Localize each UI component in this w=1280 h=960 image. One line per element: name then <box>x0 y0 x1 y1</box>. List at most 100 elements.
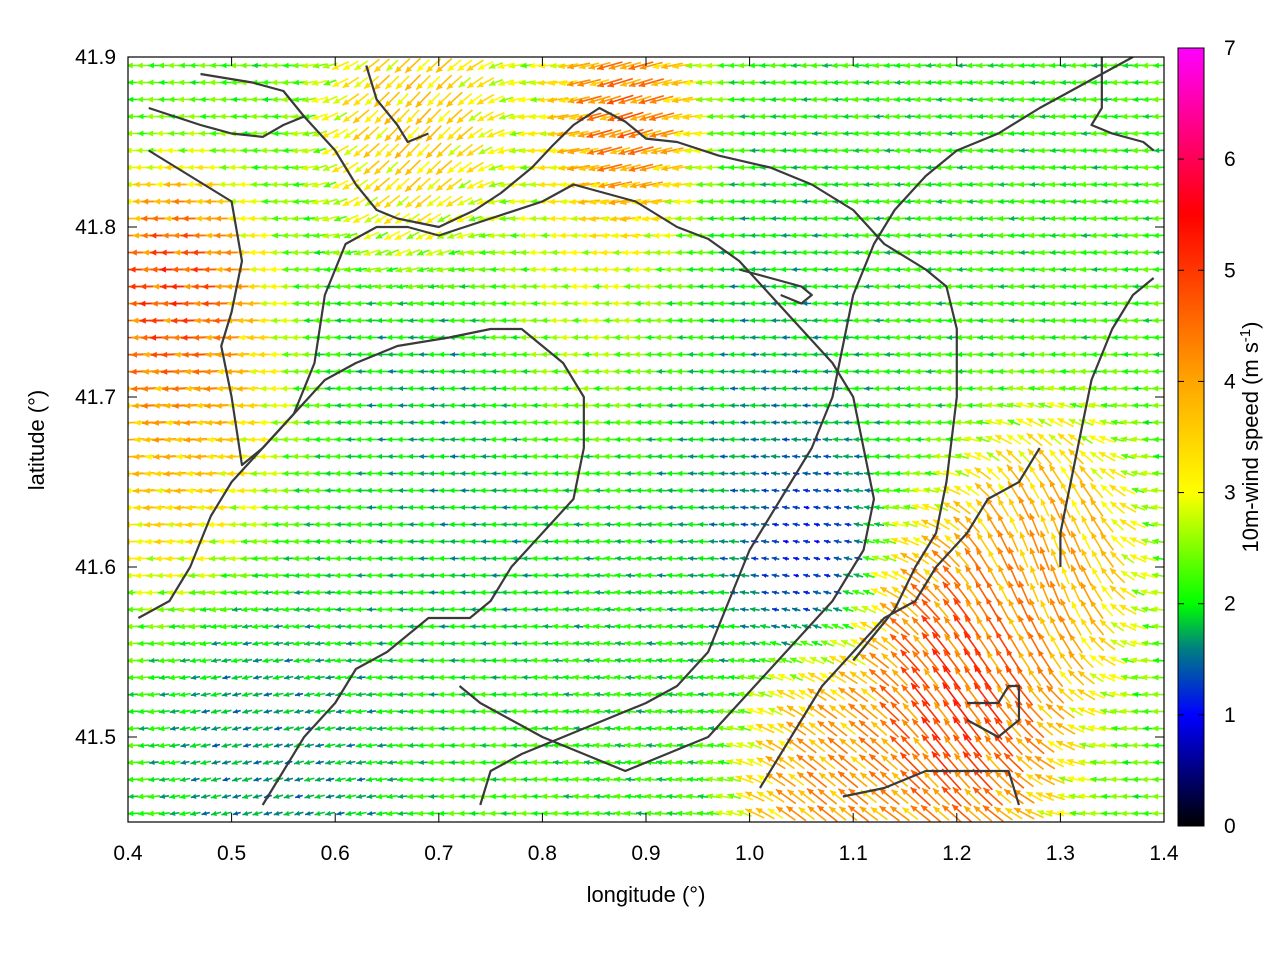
wind-arrow <box>780 368 792 375</box>
wind-arrow <box>200 623 212 630</box>
wind-arrow <box>365 742 378 749</box>
wind-arrow <box>831 232 845 239</box>
wind-arrow <box>272 538 285 545</box>
wind-arrow <box>1047 385 1064 392</box>
wind-arrow <box>262 640 274 647</box>
wind-arrow <box>427 810 440 817</box>
wind-arrow <box>1152 436 1164 443</box>
wind-arrow <box>344 572 357 579</box>
wind-arrow <box>873 130 885 137</box>
wind-arrow <box>397 385 408 392</box>
wind-arrow <box>624 742 637 749</box>
wind-arrow <box>863 96 875 103</box>
wind-arrow <box>1006 402 1021 409</box>
wind-arrow <box>510 487 523 494</box>
wind-arrow <box>387 453 398 460</box>
wind-arrow <box>1018 164 1030 171</box>
wind-arrow <box>901 719 919 738</box>
wind-arrow <box>760 607 770 613</box>
wind-arrow <box>613 504 627 511</box>
wind-arrow <box>967 96 978 103</box>
wind-arrow <box>870 806 888 821</box>
wind-arrow <box>562 810 575 817</box>
wind-arrow <box>1055 740 1076 751</box>
wind-arrow <box>718 334 729 341</box>
wind-arrow <box>879 618 900 635</box>
wind-arrow <box>665 555 678 562</box>
wind-arrow <box>1047 740 1064 751</box>
wind-arrow <box>407 623 418 630</box>
wind-arrow <box>729 471 739 477</box>
wind-arrow <box>1067 688 1084 701</box>
wind-arrow <box>1079 266 1093 273</box>
wind-arrow <box>510 504 523 511</box>
wind-arrow <box>759 215 772 222</box>
wind-arrow <box>232 709 241 714</box>
wind-arrow <box>180 759 190 765</box>
wind-arrow <box>356 759 367 765</box>
wind-arrow <box>924 300 938 307</box>
wind-arrow <box>562 555 575 562</box>
wind-arrow <box>716 776 731 783</box>
wind-arrow <box>738 130 751 137</box>
wind-arrow <box>792 539 800 544</box>
wind-arrow <box>490 657 502 664</box>
wind-arrow <box>801 368 813 375</box>
wind-arrow <box>387 572 398 579</box>
wind-arrow <box>397 810 408 817</box>
wind-arrow <box>354 623 368 630</box>
wind-arrow <box>790 334 802 341</box>
wind-arrow <box>252 742 263 748</box>
wind-arrow <box>803 522 810 527</box>
wind-arrow <box>1017 615 1031 638</box>
wind-arrow <box>561 640 575 647</box>
wind-arrow <box>914 368 927 375</box>
wind-arrow <box>858 754 879 771</box>
wind-arrow <box>304 793 315 799</box>
wind-arrow <box>1111 147 1124 154</box>
wind-arrow <box>459 283 470 290</box>
wind-arrow <box>666 793 678 800</box>
wind-arrow <box>796 771 817 788</box>
wind-arrow <box>1006 385 1022 392</box>
wind-arrow <box>822 385 833 392</box>
wind-arrow <box>707 555 719 562</box>
wind-arrow <box>941 804 962 822</box>
wind-arrow <box>1027 215 1042 222</box>
wind-arrow <box>449 352 459 357</box>
wind-arrow <box>273 640 284 646</box>
wind-arrow <box>128 793 139 800</box>
wind-arrow <box>355 589 367 596</box>
wind-arrow <box>406 572 420 579</box>
wind-arrow <box>210 623 222 630</box>
wind-arrow <box>1049 147 1061 154</box>
wind-arrow <box>654 810 669 817</box>
wind-arrow <box>459 453 471 460</box>
wind-arrow <box>925 283 937 290</box>
wind-arrow <box>779 164 792 171</box>
wind-arrow <box>676 453 688 460</box>
wind-arrow <box>849 737 868 754</box>
wind-arrow <box>344 487 358 494</box>
wind-arrow <box>407 708 419 715</box>
wind-arrow <box>811 385 823 392</box>
wind-arrow <box>954 453 970 460</box>
wind-arrow <box>335 521 346 528</box>
wind-arrow <box>1130 470 1146 477</box>
wind-arrow <box>820 640 835 647</box>
wind-arrow <box>739 385 750 392</box>
wind-arrow <box>986 283 1000 290</box>
wind-arrow <box>801 198 812 205</box>
wind-arrow <box>748 62 761 69</box>
wind-arrow <box>1120 96 1135 103</box>
wind-arrow <box>345 810 357 817</box>
wind-arrow <box>1078 465 1094 482</box>
wind-arrow <box>882 181 896 188</box>
y-tick-label: 41.5 <box>75 726 116 749</box>
wind-arrow <box>468 742 482 749</box>
wind-arrow <box>1024 808 1045 819</box>
wind-arrow <box>345 657 356 664</box>
wind-arrow <box>685 810 700 817</box>
wind-arrow <box>291 317 307 324</box>
wind-arrow <box>480 453 491 460</box>
